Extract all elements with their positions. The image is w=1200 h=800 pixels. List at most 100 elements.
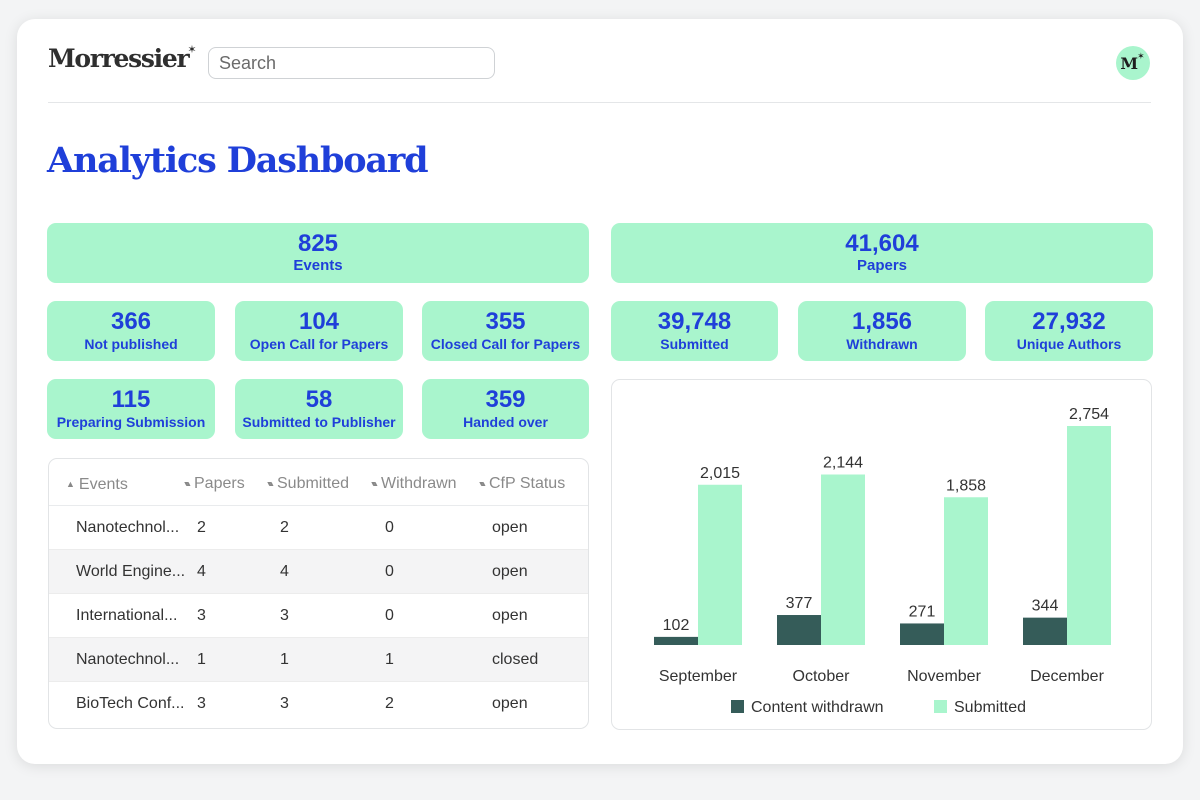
data-label: 344 bbox=[1032, 598, 1059, 615]
stat-unique-authors: 27,932 Unique Authors bbox=[985, 301, 1153, 361]
bar-chart-svg: 102 2,015 September 377 2,144 October 271 1,858… bbox=[654, 406, 1111, 716]
cell-submitted: 3 bbox=[280, 695, 289, 712]
cell-cfp-status: closed bbox=[492, 651, 539, 668]
stat-label: Preparing Submission bbox=[56, 414, 206, 430]
stat-value: 41,604 bbox=[845, 230, 919, 257]
stat-value: 1,856 bbox=[851, 308, 913, 335]
stat-value: 58 bbox=[305, 386, 333, 413]
stat-label: Handed over bbox=[463, 414, 548, 430]
events-table: ▲Events ▲▼Papers ▲▼Submitted ▲▼Withdrawn… bbox=[48, 458, 589, 729]
stat-value: 39,748 bbox=[657, 308, 732, 335]
x-tick-label: November bbox=[907, 668, 981, 685]
data-label: 2,754 bbox=[1069, 406, 1109, 423]
stat-label: Submitted bbox=[660, 336, 729, 352]
legend-label: Content withdrawn bbox=[751, 699, 884, 716]
data-label: 1,858 bbox=[946, 477, 986, 494]
cell-withdrawn: 2 bbox=[385, 695, 394, 712]
cell-event: Nanotechnol... bbox=[76, 651, 180, 668]
cell-event: International... bbox=[76, 607, 178, 624]
cell-papers: 4 bbox=[197, 563, 206, 580]
cell-papers: 2 bbox=[197, 519, 206, 536]
cell-event: BioTech Conf... bbox=[76, 695, 185, 712]
logo-star-icon: ✶ bbox=[187, 43, 196, 56]
data-label: 377 bbox=[786, 595, 813, 612]
bar-withdrawn bbox=[1023, 617, 1067, 645]
cell-withdrawn: 1 bbox=[385, 651, 394, 668]
stat-submitted-to-publisher: 58 Submitted to Publisher bbox=[235, 379, 403, 439]
cell-papers: 3 bbox=[197, 695, 206, 712]
cell-papers: 1 bbox=[197, 651, 206, 668]
stat-label: Closed Call for Papers bbox=[430, 336, 581, 352]
x-tick-label: September bbox=[659, 668, 738, 685]
table-row[interactable]: International... 3 3 0 open bbox=[49, 594, 588, 638]
stat-open-cfp: 104 Open Call for Papers bbox=[235, 301, 403, 361]
table-row[interactable]: Nanotechnol... 1 1 1 closed bbox=[49, 638, 588, 682]
cell-submitted: 3 bbox=[280, 607, 289, 624]
stat-events-total: 825 Events bbox=[47, 223, 589, 283]
cell-event: World Engine... bbox=[76, 563, 186, 580]
stat-label: Not published bbox=[84, 336, 178, 352]
bar-submitted bbox=[821, 474, 865, 645]
stat-papers-total: 41,604 Papers bbox=[611, 223, 1153, 283]
x-tick-label: October bbox=[793, 668, 851, 685]
stat-label: Events bbox=[293, 257, 343, 274]
stat-label: Papers bbox=[856, 257, 908, 274]
stat-value: 366 bbox=[110, 308, 152, 335]
stat-handed-over: 359 Handed over bbox=[422, 379, 589, 439]
stat-label: Open Call for Papers bbox=[249, 336, 389, 352]
cell-papers: 3 bbox=[197, 607, 206, 624]
stat-withdrawn: 1,856 Withdrawn bbox=[798, 301, 966, 361]
cell-submitted: 2 bbox=[280, 519, 289, 536]
x-tick-label: December bbox=[1030, 668, 1104, 685]
stat-value: 27,932 bbox=[1032, 308, 1106, 335]
cell-cfp-status: open bbox=[492, 563, 528, 580]
bar-withdrawn bbox=[654, 636, 698, 645]
bar-submitted bbox=[1067, 426, 1111, 645]
stat-value: 359 bbox=[485, 386, 526, 413]
stat-closed-cfp: 355 Closed Call for Papers bbox=[422, 301, 589, 361]
legend-swatch bbox=[934, 700, 947, 713]
stat-value: 355 bbox=[485, 308, 526, 335]
table-row[interactable]: World Engine... 4 4 0 open bbox=[49, 550, 588, 594]
data-label: 2,015 bbox=[700, 465, 740, 482]
column-header-submitted[interactable]: ▲▼Submitted bbox=[268, 475, 350, 492]
column-header-cfp-status[interactable]: ▲▼CfP Status bbox=[480, 475, 566, 492]
column-header-events[interactable]: ▲ Events bbox=[66, 476, 128, 493]
table-row[interactable]: BioTech Conf... 3 3 2 open bbox=[49, 682, 588, 726]
stat-label: Submitted to Publisher bbox=[242, 414, 396, 430]
user-avatar[interactable]: M ✶ bbox=[1116, 46, 1150, 80]
stat-value: 104 bbox=[298, 308, 340, 335]
page-title: Analytics Dashboard bbox=[47, 140, 429, 181]
cell-withdrawn: 0 bbox=[385, 519, 394, 536]
bar-withdrawn bbox=[777, 615, 821, 645]
bar-withdrawn bbox=[900, 623, 944, 645]
table-row[interactable]: Nanotechnol... 2 2 0 open bbox=[49, 506, 588, 550]
cell-cfp-status: open bbox=[492, 607, 528, 624]
stat-value: 825 bbox=[297, 230, 339, 257]
morressier-logo[interactable]: Morressier✶ bbox=[48, 43, 197, 73]
cell-withdrawn: 0 bbox=[385, 563, 394, 580]
column-header-papers[interactable]: ▲▼Papers bbox=[185, 475, 245, 492]
bar-submitted bbox=[698, 484, 742, 645]
stat-value: 115 bbox=[111, 386, 151, 413]
search-input[interactable] bbox=[208, 47, 495, 79]
stat-label: Unique Authors bbox=[1016, 336, 1122, 352]
data-label: 271 bbox=[909, 603, 936, 620]
stat-not-published: 366 Not published bbox=[47, 301, 215, 361]
sort-ascending-icon: ▲ bbox=[66, 479, 75, 489]
column-header-withdrawn[interactable]: ▲▼Withdrawn bbox=[372, 475, 457, 492]
cell-submitted: 4 bbox=[280, 563, 289, 580]
cell-event: Nanotechnol... bbox=[76, 519, 180, 536]
bar-submitted bbox=[944, 497, 988, 645]
cell-cfp-status: open bbox=[492, 519, 528, 536]
stat-label: Withdrawn bbox=[846, 336, 918, 352]
table-header: ▲Events ▲▼Papers ▲▼Submitted ▲▼Withdrawn… bbox=[49, 462, 588, 506]
stat-preparing-submission: 115 Preparing Submission bbox=[47, 379, 215, 439]
data-label: 102 bbox=[663, 617, 690, 634]
papers-bar-chart: 102 2,015 September 377 2,144 October 271 1,858… bbox=[611, 379, 1152, 730]
cell-cfp-status: open bbox=[492, 695, 528, 712]
legend-swatch bbox=[731, 700, 744, 713]
stat-submitted: 39,748 Submitted bbox=[611, 301, 778, 361]
data-label: 2,144 bbox=[823, 455, 863, 472]
header-divider bbox=[48, 102, 1151, 103]
